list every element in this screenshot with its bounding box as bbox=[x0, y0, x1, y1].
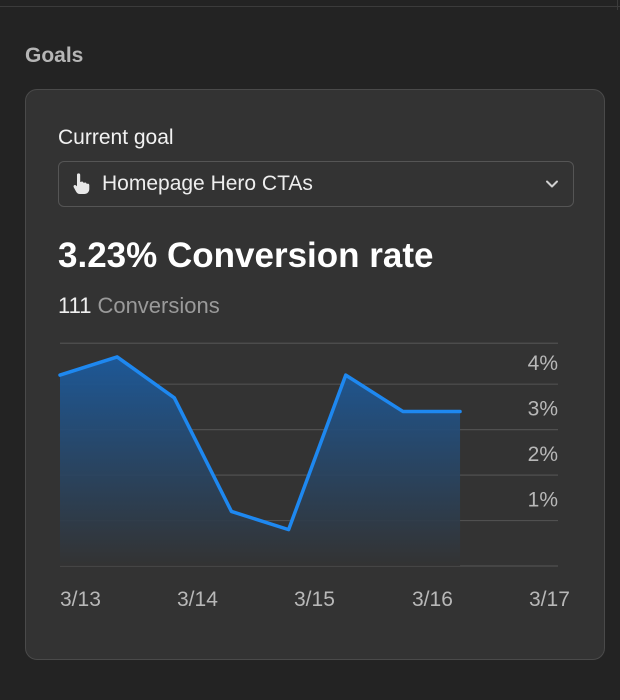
section-title: Goals bbox=[25, 44, 84, 67]
conversion-rate-label: Conversion rate bbox=[166, 236, 434, 275]
goal-select[interactable]: Homepage Hero CTAs bbox=[58, 161, 574, 207]
conversions-count: 111 bbox=[58, 293, 92, 318]
x-tick-label: 3/17 bbox=[529, 588, 570, 611]
x-tick-label: 3/16 bbox=[412, 588, 453, 611]
top-divider bbox=[0, 0, 620, 7]
area-fill bbox=[60, 356, 461, 566]
current-goal-label: Current goal bbox=[58, 126, 174, 149]
x-tick-label: 3/14 bbox=[177, 588, 218, 611]
series-line bbox=[58, 355, 462, 532]
y-tick-label: 1% bbox=[528, 489, 558, 512]
conversion-rate-value: 3.23% bbox=[58, 236, 158, 275]
pointing-hand-icon bbox=[73, 173, 90, 194]
x-tick-label: 3/13 bbox=[60, 588, 101, 611]
y-tick-label: 3% bbox=[528, 398, 558, 421]
y-tick-label: 2% bbox=[528, 443, 558, 466]
x-tick-label: 3/15 bbox=[294, 588, 335, 611]
panel-divider bbox=[617, 0, 618, 10]
chevron-down-icon bbox=[546, 180, 558, 188]
conversion-rate-chart: 1% 2% 3% 4% 3/13 3/14 3/15 3/16 3/17 bbox=[58, 342, 570, 611]
conversions-summary: 111 Conversions bbox=[58, 293, 220, 319]
y-tick-label: 4% bbox=[528, 352, 558, 375]
conversion-rate-headline: 3.23% Conversion rate bbox=[58, 236, 433, 276]
conversions-label: Conversions bbox=[97, 293, 220, 318]
goal-select-value: Homepage Hero CTAs bbox=[102, 172, 313, 195]
goal-card: Current goal Homepage Hero CTAs 3.23% Co… bbox=[25, 89, 605, 660]
